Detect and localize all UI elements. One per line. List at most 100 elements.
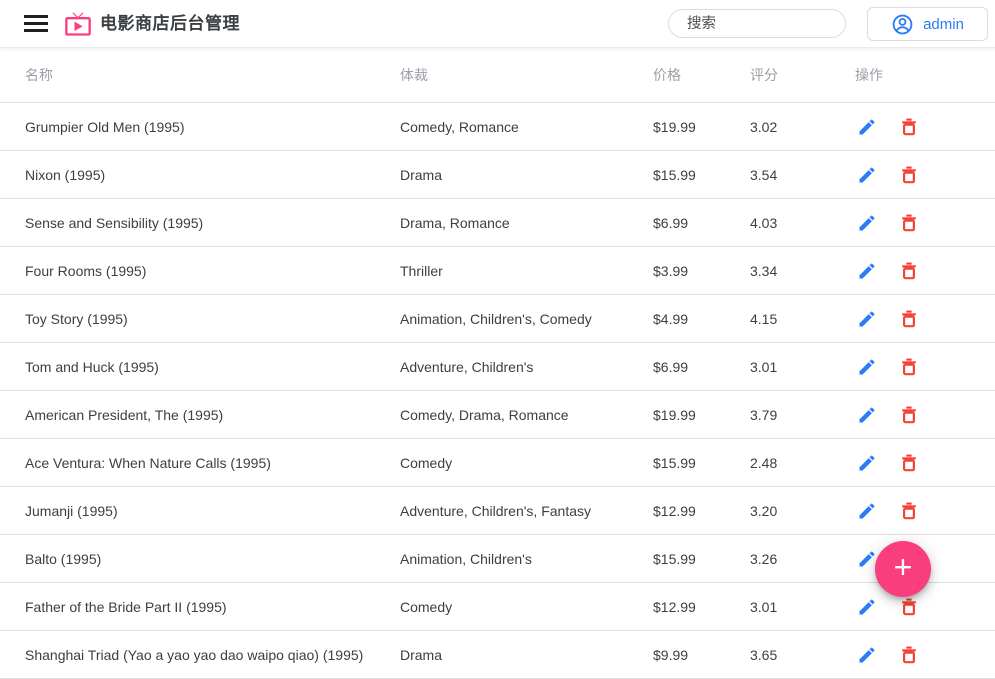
movie-name: Shanghai Triad (Yao a yao yao dao waipo … (25, 646, 364, 663)
movie-genres: Comedy, Romance (400, 118, 519, 135)
account-circle-icon (891, 13, 914, 36)
delete-button[interactable] (899, 117, 919, 137)
delete-button[interactable] (899, 309, 919, 329)
menu-icon[interactable] (24, 15, 48, 32)
delete-button[interactable] (899, 213, 919, 233)
pencil-icon (857, 309, 877, 329)
movie-name: Nixon (1995) (25, 166, 106, 183)
trash-icon (899, 261, 919, 281)
row-actions (855, 405, 995, 425)
movie-rating: 3.02 (750, 118, 778, 135)
movie-genres: Comedy (400, 454, 453, 471)
table-row: Father of the Bride Part II (1995) Comed… (0, 583, 995, 631)
edit-button[interactable] (857, 405, 877, 425)
table-row: Jumanji (1995) Adventure, Children's, Fa… (0, 487, 995, 535)
movie-rating: 3.54 (750, 166, 778, 183)
delete-button[interactable] (899, 165, 919, 185)
header-actions: 操作 (855, 67, 883, 83)
header-genre: 体裁 (400, 67, 428, 83)
row-actions (855, 117, 995, 137)
movie-genres: Thriller (400, 262, 443, 279)
admin-label: admin (923, 15, 964, 33)
table-row: Grumpier Old Men (1995) Comedy, Romance … (0, 103, 995, 151)
row-actions (855, 309, 995, 329)
delete-button[interactable] (899, 453, 919, 473)
edit-button[interactable] (857, 309, 877, 329)
movie-name: Sense and Sensibility (1995) (25, 214, 204, 231)
search-input[interactable] (668, 9, 846, 38)
edit-button[interactable] (857, 501, 877, 521)
edit-button[interactable] (857, 261, 877, 281)
trash-icon (899, 501, 919, 521)
movie-genres: Drama (400, 646, 443, 663)
edit-button[interactable] (857, 549, 877, 569)
movie-name: Four Rooms (1995) (25, 262, 147, 279)
row-actions (855, 261, 995, 281)
table-row: Shanghai Triad (Yao a yao yao dao waipo … (0, 631, 995, 679)
edit-button[interactable] (857, 597, 877, 617)
plus-icon: + (893, 549, 913, 585)
movie-price: $6.99 (653, 358, 689, 375)
edit-button[interactable] (857, 645, 877, 665)
header-name: 名称 (25, 67, 53, 83)
movie-name: Tom and Huck (1995) (25, 358, 159, 375)
edit-button[interactable] (857, 165, 877, 185)
movie-name: Jumanji (1995) (25, 502, 118, 519)
movie-price: $19.99 (653, 406, 696, 423)
movie-genres: Animation, Children's, Comedy (400, 310, 592, 327)
delete-button[interactable] (899, 597, 919, 617)
pencil-icon (857, 117, 877, 137)
trash-icon (899, 117, 919, 137)
live-tv-icon (64, 10, 92, 38)
movie-rating: 3.34 (750, 262, 778, 279)
movie-genres: Comedy, Drama, Romance (400, 406, 569, 423)
movie-genres: Drama, Romance (400, 214, 510, 231)
pencil-icon (857, 453, 877, 473)
movie-rating: 4.03 (750, 214, 778, 231)
trash-icon (899, 165, 919, 185)
movie-genres: Drama (400, 166, 443, 183)
edit-button[interactable] (857, 213, 877, 233)
delete-button[interactable] (899, 261, 919, 281)
movie-price: $15.99 (653, 166, 696, 183)
row-actions (855, 357, 995, 377)
edit-button[interactable] (857, 357, 877, 377)
pencil-icon (857, 645, 877, 665)
trash-icon (899, 213, 919, 233)
row-actions (855, 453, 995, 473)
movie-name: Balto (1995) (25, 550, 102, 567)
movie-genres: Animation, Children's (400, 550, 532, 567)
movie-price: $4.99 (653, 310, 689, 327)
delete-button[interactable] (899, 501, 919, 521)
row-actions (855, 645, 995, 665)
table-row: Tom and Huck (1995) Adventure, Children'… (0, 343, 995, 391)
movie-genres: Comedy (400, 598, 453, 615)
table-header-row: 名称 体裁 价格 评分 操作 (0, 48, 995, 103)
table-row: Ace Ventura: When Nature Calls (1995) Co… (0, 439, 995, 487)
trash-icon (899, 309, 919, 329)
movie-rating: 3.65 (750, 646, 778, 663)
pencil-icon (857, 357, 877, 377)
movie-rating: 4.15 (750, 310, 778, 327)
movie-name: American President, The (1995) (25, 406, 224, 423)
trash-icon (899, 405, 919, 425)
trash-icon (899, 597, 919, 617)
admin-button[interactable]: admin (867, 7, 988, 41)
row-actions (855, 165, 995, 185)
delete-button[interactable] (899, 405, 919, 425)
table-row: Sense and Sensibility (1995) Drama, Roma… (0, 199, 995, 247)
movie-genres: Adventure, Children's, Fantasy (400, 502, 591, 519)
edit-button[interactable] (857, 117, 877, 137)
movie-price: $12.99 (653, 598, 696, 615)
pencil-icon (857, 213, 877, 233)
edit-button[interactable] (857, 453, 877, 473)
pencil-icon (857, 405, 877, 425)
trash-icon (899, 357, 919, 377)
movie-genres: Adventure, Children's (400, 358, 534, 375)
delete-button[interactable] (899, 645, 919, 665)
movie-rating: 3.01 (750, 598, 778, 615)
page-title: 电影商店后台管理 (100, 14, 240, 33)
row-actions (855, 597, 995, 617)
delete-button[interactable] (899, 357, 919, 377)
add-movie-fab[interactable]: + (875, 541, 931, 597)
